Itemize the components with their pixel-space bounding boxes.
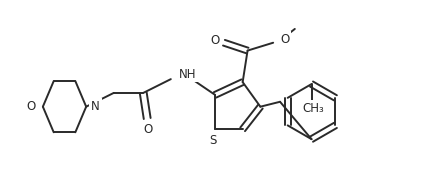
Text: O: O [210, 34, 220, 47]
Text: O: O [280, 33, 290, 46]
Text: O: O [144, 123, 153, 136]
Text: O: O [27, 100, 36, 113]
Text: N: N [91, 100, 100, 113]
Text: NH: NH [179, 68, 196, 81]
Text: S: S [210, 134, 217, 147]
Text: CH₃: CH₃ [303, 102, 324, 115]
